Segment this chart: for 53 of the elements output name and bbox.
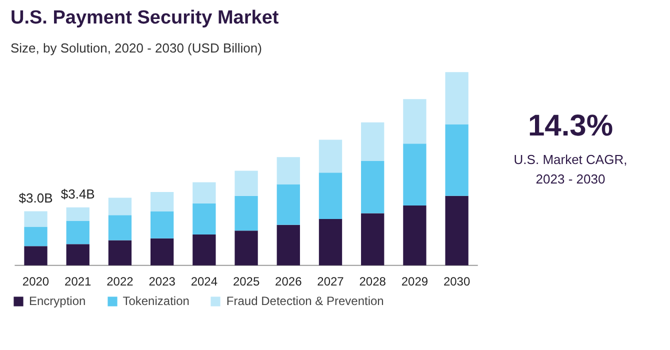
x-tick-label: 2023 <box>148 274 176 288</box>
x-tick-label: 2026 <box>275 274 302 288</box>
bar <box>276 224 300 266</box>
bar <box>276 157 300 184</box>
bar <box>361 213 384 266</box>
text: 14.3% <box>528 110 614 143</box>
bar <box>24 246 48 266</box>
bar <box>403 205 426 266</box>
bar <box>234 196 258 231</box>
bar <box>318 140 342 173</box>
x-tick-label: 2027 <box>317 274 344 288</box>
bar <box>66 207 90 221</box>
x-tick-label: 2021 <box>64 274 92 288</box>
bar <box>361 161 384 214</box>
bar <box>403 144 426 206</box>
bar <box>445 72 468 124</box>
legend-label: Encryption <box>29 294 86 308</box>
bar <box>150 192 174 212</box>
x-tick-label: 2029 <box>401 274 428 288</box>
bar <box>150 211 174 238</box>
chart-subtitle: Size, by Solution, 2020 - 2030 (USD Billion) <box>10 40 262 56</box>
bar <box>66 244 90 266</box>
bar <box>276 184 300 225</box>
bar <box>192 182 216 204</box>
x-tick-label: 2024 <box>190 274 218 288</box>
bar <box>318 219 342 266</box>
legend-label: Tokenization <box>122 294 190 308</box>
bar <box>24 226 48 246</box>
bar <box>361 122 384 162</box>
x-tick-label: 2020 <box>22 274 50 288</box>
annotation: $3.4B <box>60 186 95 202</box>
text: U.S. Market CAGR, 2023 - 2030 <box>514 152 628 186</box>
bar <box>234 170 258 196</box>
bar <box>108 215 132 240</box>
bar <box>108 198 132 216</box>
bar <box>192 234 216 266</box>
bar <box>318 172 342 220</box>
bar <box>445 124 468 196</box>
bar <box>24 211 48 227</box>
x-tick-label: 2028 <box>359 274 386 288</box>
x-tick-label: 2030 <box>443 274 470 288</box>
bar <box>234 230 258 266</box>
bar <box>445 196 468 266</box>
bar <box>150 238 174 266</box>
x-tick-label: 2022 <box>106 274 134 288</box>
annotation: $3.0B <box>18 190 53 206</box>
legend-label: Fraud Detection & Prevention <box>226 294 384 308</box>
bar <box>66 220 90 244</box>
bar <box>192 204 216 234</box>
x-tick-label: 2025 <box>232 274 260 288</box>
chart-title: U.S. Payment Security Market <box>10 8 280 28</box>
bar <box>108 240 132 266</box>
bar <box>403 99 426 144</box>
